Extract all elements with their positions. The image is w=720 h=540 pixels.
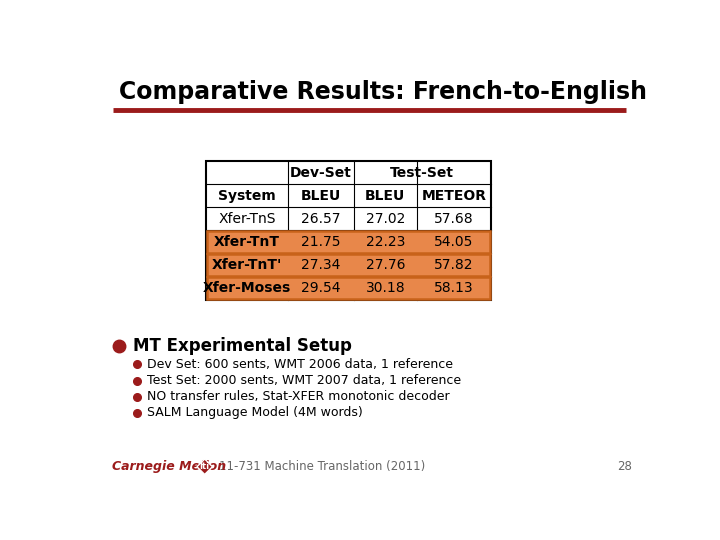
Text: Xfer-TnT: Xfer-TnT (214, 235, 280, 249)
Text: 57.82: 57.82 (434, 258, 474, 272)
Text: Xfer-TnS: Xfer-TnS (218, 212, 276, 226)
Text: BLEU: BLEU (365, 188, 405, 202)
Text: Dev-Set: Dev-Set (289, 166, 351, 180)
Text: MT Experimental Setup: MT Experimental Setup (133, 337, 352, 355)
Text: 27.02: 27.02 (366, 212, 405, 226)
Text: Test-Set: Test-Set (390, 166, 454, 180)
Text: 54.05: 54.05 (434, 235, 474, 249)
Text: BLEU: BLEU (300, 188, 341, 202)
Text: 57.68: 57.68 (434, 212, 474, 226)
Text: Comparative Results: French-to-English: Comparative Results: French-to-English (120, 80, 647, 104)
Text: 28: 28 (618, 460, 632, 473)
Text: NO transfer rules, Stat-XFER monotonic decoder: NO transfer rules, Stat-XFER monotonic d… (148, 390, 450, 403)
Text: lti: lti (199, 462, 210, 471)
Bar (207, 254, 490, 276)
Bar (206, 161, 490, 300)
Bar (207, 231, 490, 253)
Text: Test Set: 2000 sents, WMT 2007 data, 1 reference: Test Set: 2000 sents, WMT 2007 data, 1 r… (148, 374, 462, 387)
Text: 26.57: 26.57 (301, 212, 341, 226)
Text: Dev Set: 600 sents, WMT 2006 data, 1 reference: Dev Set: 600 sents, WMT 2006 data, 1 ref… (148, 358, 454, 371)
Text: Xfer-TnT': Xfer-TnT' (212, 258, 282, 272)
Text: 58.13: 58.13 (434, 281, 474, 295)
Text: SALM Language Model (4M words): SALM Language Model (4M words) (148, 406, 363, 420)
Text: 29.54: 29.54 (301, 281, 341, 295)
Text: 22.23: 22.23 (366, 235, 405, 249)
Text: 11-731 Machine Translation (2011): 11-731 Machine Translation (2011) (220, 460, 426, 473)
Text: Carnegie Mellon: Carnegie Mellon (112, 460, 226, 473)
Polygon shape (197, 459, 212, 475)
Text: Xfer-Moses: Xfer-Moses (203, 281, 291, 295)
Text: 30.18: 30.18 (366, 281, 405, 295)
Text: METEOR: METEOR (421, 188, 487, 202)
Text: 27.34: 27.34 (301, 258, 341, 272)
Text: 27.76: 27.76 (366, 258, 405, 272)
Text: System: System (218, 188, 276, 202)
Text: 21.75: 21.75 (301, 235, 341, 249)
Bar (207, 278, 490, 299)
